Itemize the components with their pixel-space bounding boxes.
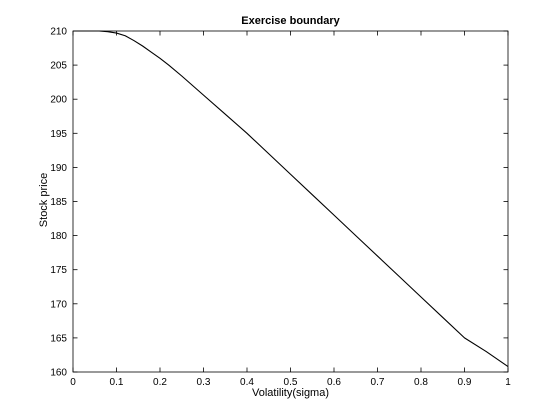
x-tick-label: 0 xyxy=(70,377,76,388)
y-tick-label: 175 xyxy=(50,265,67,276)
x-axis-label: Volatility(sigma) xyxy=(252,387,329,399)
series-line-0 xyxy=(73,30,509,367)
x-tick-label: 0.3 xyxy=(197,377,211,388)
y-tick-label: 205 xyxy=(50,61,67,72)
y-tick-label: 190 xyxy=(50,163,67,174)
x-tick-label: 0.6 xyxy=(327,377,341,388)
chart-title: Exercise boundary xyxy=(241,15,340,27)
y-tick-label: 165 xyxy=(50,333,67,344)
x-tick-label: 0.9 xyxy=(458,377,472,388)
x-tick-label: 0.2 xyxy=(153,377,167,388)
plot-area-box xyxy=(72,30,509,373)
x-tick-label: 0.4 xyxy=(240,377,254,388)
x-tick-label: 0.1 xyxy=(110,377,124,388)
y-axis-label: Stock price xyxy=(38,173,50,227)
y-tick-label: 180 xyxy=(50,231,67,242)
x-tick-label: 0.5 xyxy=(284,377,298,388)
y-tick-label: 160 xyxy=(50,368,67,379)
x-tick-label: 1 xyxy=(505,377,511,388)
y-tick-label: 195 xyxy=(50,129,67,140)
y-tick-label: 170 xyxy=(50,299,67,310)
x-tick-label: 0.8 xyxy=(414,377,428,388)
y-tick-label: 185 xyxy=(50,197,67,208)
y-tick-label: 210 xyxy=(50,27,67,38)
x-tick-label: 0.7 xyxy=(371,377,385,388)
y-tick-label: 200 xyxy=(50,95,67,106)
